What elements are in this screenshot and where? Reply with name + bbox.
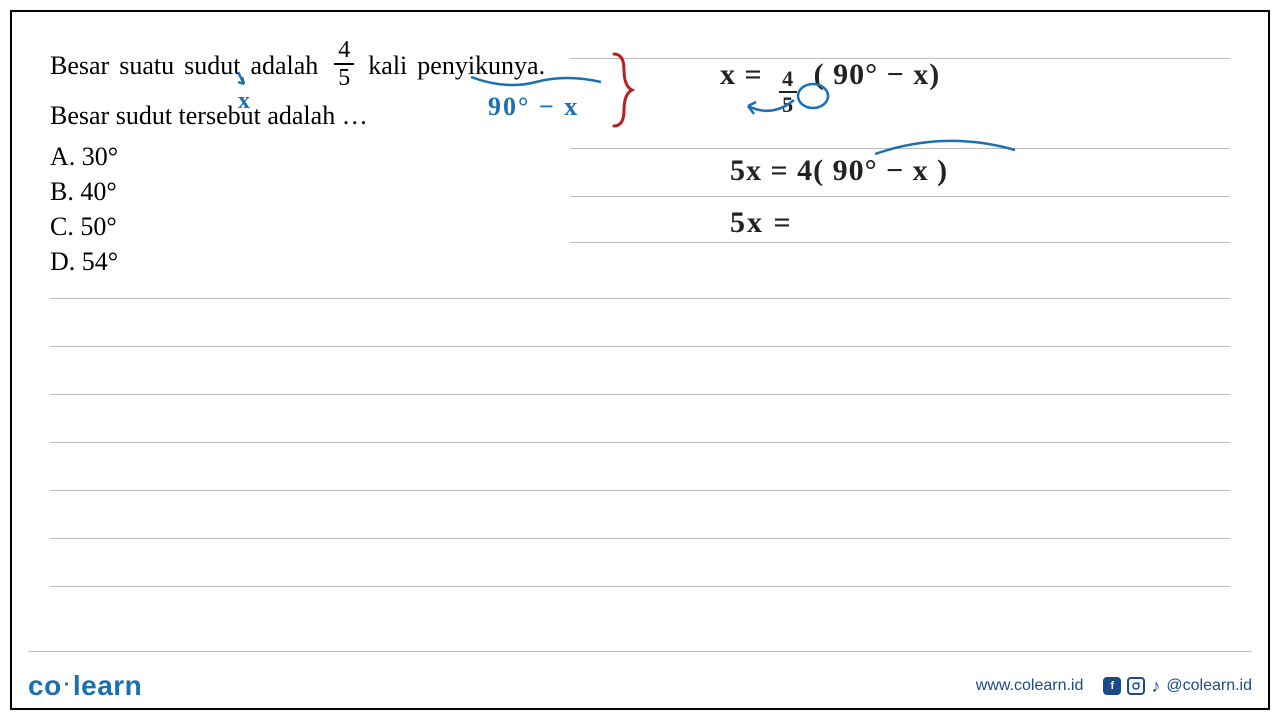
instagram-icon xyxy=(1127,677,1145,695)
q-word: Besar xyxy=(50,48,109,83)
social-group: f ♪ @colearn.id xyxy=(1103,676,1252,697)
option-b: B. 40° xyxy=(50,174,610,209)
q-word: adalah xyxy=(250,48,318,83)
red-brace xyxy=(608,50,636,130)
fraction-numerator: 4 xyxy=(338,38,350,62)
facebook-icon: f xyxy=(1103,677,1121,695)
logo-dot: · xyxy=(64,674,71,696)
work-eq-x: x = xyxy=(720,58,763,91)
footer-url: www.colearn.id xyxy=(976,677,1084,695)
social-handle: @colearn.id xyxy=(1166,677,1252,695)
work-line-2: 5x = 4( 90° − x ) xyxy=(730,154,948,188)
footer-bar: co·learn www.colearn.id f ♪ @colearn.id xyxy=(28,651,1252,702)
logo-part-a: co xyxy=(28,670,62,701)
blue-arrow-multiply xyxy=(742,96,802,122)
tiktok-icon: ♪ xyxy=(1151,676,1160,697)
work-line-3: 5x = xyxy=(730,206,793,240)
option-a: A. 30° xyxy=(50,139,610,174)
q-word: suatu xyxy=(119,48,174,83)
option-d: D. 54° xyxy=(50,244,610,279)
brand-logo: co·learn xyxy=(28,670,142,702)
work-paren: ( 90° − x) xyxy=(814,58,941,91)
annot-complement: 90° − x xyxy=(488,92,579,122)
work-frac-num: 4 xyxy=(782,68,794,90)
fraction-denominator: 5 xyxy=(338,66,350,90)
fraction-4-5: 4 5 xyxy=(334,38,354,90)
q-word: kali xyxy=(368,48,407,83)
option-c: C. 50° xyxy=(50,209,610,244)
answer-options: A. 30° B. 40° C. 50° D. 54° xyxy=(50,139,610,279)
annot-bracket-penyikunya xyxy=(466,72,606,92)
annot-variable-x: x xyxy=(238,88,250,115)
footer-right: www.colearn.id f ♪ @colearn.id xyxy=(976,676,1252,697)
logo-part-b: learn xyxy=(73,670,142,701)
